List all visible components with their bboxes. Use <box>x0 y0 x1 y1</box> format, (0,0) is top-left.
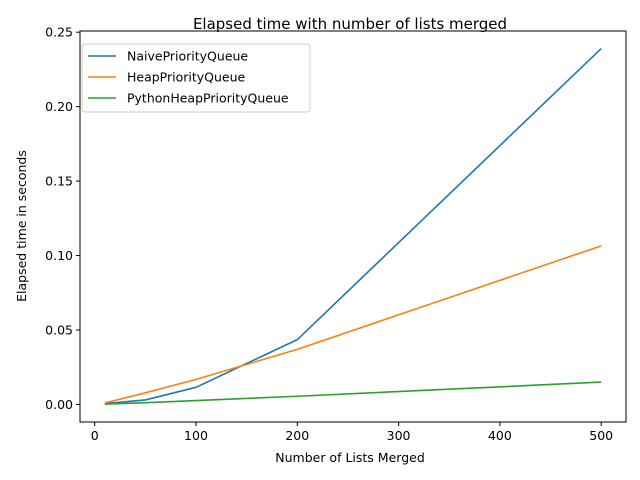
x-axis-label: Number of Lists Merged <box>275 450 425 465</box>
chart-title: Elapsed time with number of lists merged <box>193 15 507 33</box>
series-lines <box>104 47 602 405</box>
x-tick-label: 400 <box>488 428 512 443</box>
x-axis: 0 100 200 300 400 500 <box>91 422 613 443</box>
y-tick-label: 0.00 <box>45 397 73 412</box>
series-line-pythonheappriorityqueue <box>104 381 602 405</box>
series-line-heappriorityqueue <box>104 245 602 404</box>
y-tick-label: 0.15 <box>45 174 73 189</box>
y-tick-label: 0.25 <box>45 25 73 40</box>
x-tick-label: 300 <box>387 428 411 443</box>
legend-entry: NaivePriorityQueue <box>127 49 248 64</box>
legend-entry: HeapPriorityQueue <box>127 70 246 85</box>
x-tick-label: 200 <box>285 428 309 443</box>
x-tick-label: 100 <box>184 428 208 443</box>
series-line-naivepriorityqueue <box>104 47 602 405</box>
legend-entry: PythonHeapPriorityQueue <box>127 91 289 106</box>
y-axis-label: Elapsed time in seconds <box>14 150 29 302</box>
legend-box <box>81 43 311 113</box>
legend: NaivePriorityQueue HeapPriorityQueue Pytho… <box>81 43 311 113</box>
plot-area <box>79 30 627 423</box>
y-tick-label: 0.05 <box>45 322 73 337</box>
y-tick-label: 0.10 <box>45 248 73 263</box>
x-tick-label: 0 <box>91 428 99 443</box>
y-axis: 0.00 0.05 0.10 0.15 0.20 0.25 <box>45 25 80 412</box>
y-tick-label: 0.20 <box>45 99 73 114</box>
x-tick-label: 500 <box>589 428 613 443</box>
